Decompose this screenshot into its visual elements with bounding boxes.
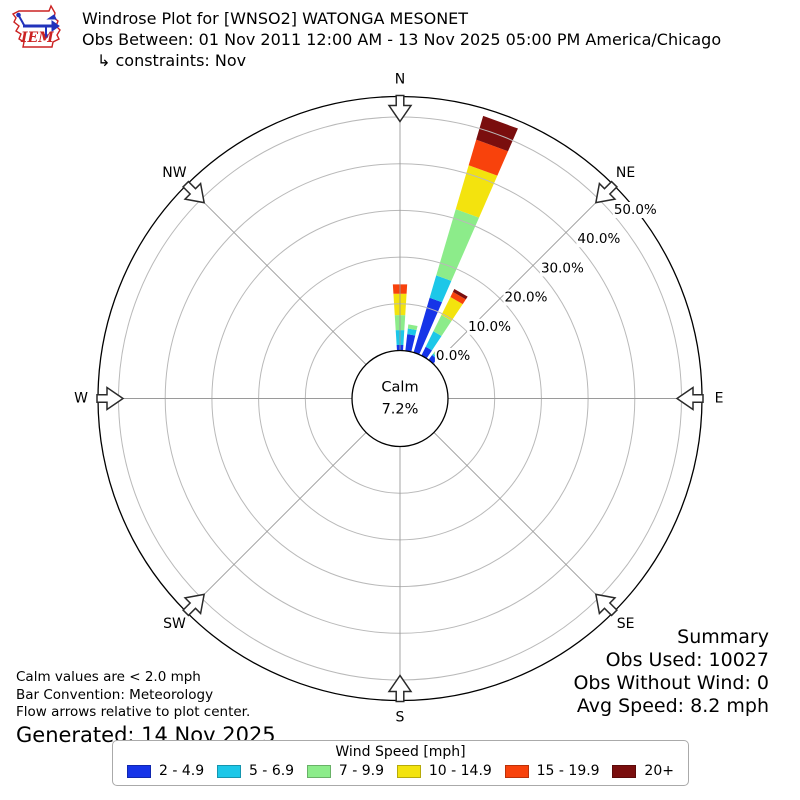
summary-obs-used: Obs Used: 10027 (605, 649, 769, 671)
compass-label: NE (616, 165, 635, 181)
legend-item: 15 - 19.9 (504, 763, 600, 779)
legend-item: 5 - 6.9 (216, 763, 295, 779)
spoke-line (433, 432, 614, 613)
legend-swatch-icon (612, 764, 637, 778)
ring-label: 10.0% (468, 319, 511, 335)
spokes (98, 96, 702, 701)
bar-segment (468, 139, 509, 176)
spoke-line (186, 432, 367, 613)
iem-logo: IEM (11, 4, 61, 48)
legend-label: 15 - 19.9 (536, 763, 600, 779)
legend-item: 20+ (612, 763, 674, 779)
flow-arrow-icon (181, 180, 206, 204)
calm-note: Calm values are < 2.0 mph (16, 669, 201, 685)
legend-label: 10 - 14.9 (428, 763, 492, 779)
ring-label-bg (503, 289, 549, 306)
ring-label: 30.0% (541, 260, 584, 276)
bar-segment (441, 296, 463, 321)
legend-swatch-icon (306, 764, 331, 778)
legend-label: 2 - 4.9 (159, 763, 205, 779)
bar-segment (413, 297, 443, 355)
bar-segment (425, 331, 442, 351)
legend-title: Wind Speed [mph] (335, 744, 466, 760)
flow-arrow-icon (594, 180, 619, 204)
flow-arrow-icon (181, 593, 206, 617)
spoke-line (433, 184, 614, 365)
ring-label-bg (467, 318, 513, 335)
flow-arrow-icon (96, 386, 125, 411)
legend-label: 20+ (644, 763, 674, 779)
ring-labels: 0.0% 10.0% 20.0% 30.0% 40.0% 50.0% (434, 201, 658, 364)
spoke-line (186, 184, 367, 365)
summary-block: Summary Obs Used: 10027 Obs Without Wind… (573, 626, 769, 718)
flow-arrow-icon (387, 674, 413, 703)
ring-label: 0.0% (436, 348, 470, 364)
bar-segment (429, 275, 452, 303)
legend-item: 7 - 9.9 (306, 763, 385, 779)
ring-label: 50.0% (614, 202, 657, 218)
bar-segment (436, 209, 480, 281)
legend-label: 7 - 9.9 (338, 763, 385, 779)
compass-labels: N NE E SE S SW W NW (74, 72, 723, 726)
legend-item: 2 - 4.9 (127, 763, 204, 779)
flow-arrows (96, 94, 704, 703)
bar-segment (405, 334, 416, 352)
summary-avg-speed: Avg Speed: 8.2 mph (576, 695, 769, 717)
iem-logo-text: IEM (20, 30, 54, 46)
compass-label: SE (617, 616, 635, 632)
bar-segment (476, 115, 518, 152)
bar-segment (421, 346, 432, 359)
compass-label: W (74, 391, 88, 407)
ring-label-bg (612, 201, 658, 218)
legend-swatch-icon (127, 764, 151, 778)
ring-label-bg (576, 231, 622, 248)
constraints-line: ↳ constraints: Nov (97, 51, 247, 70)
ring-label-bg (539, 260, 586, 277)
legend-swatch-icon (396, 764, 421, 778)
flow-arrows-note: Flow arrows relative to plot center. (16, 704, 251, 720)
calm-label: Calm (381, 380, 418, 396)
summary-obs-without-wind: Obs Without Wind: 0 (573, 672, 769, 694)
wind-speed-legend: Wind Speed [mph] 2 - 4.9 5 - 6.9 7 - 9.9 10… (112, 740, 689, 786)
ring-label: 40.0% (577, 231, 620, 247)
obs-range-subtitle: Obs Between: 01 Nov 2011 12:00 AM - 13 N… (82, 30, 722, 49)
page-title: Windrose Plot for [WNSO2] WATONGA MESONE… (82, 9, 469, 28)
flow-arrow-icon (675, 386, 704, 411)
compass-label: NW (162, 165, 186, 181)
bar-segment (407, 324, 418, 331)
bar-segment (455, 165, 498, 218)
weather-vane-icon (16, 12, 60, 39)
bar-segment (433, 314, 452, 336)
flow-arrow-icon (594, 593, 619, 617)
compass-label: S (396, 710, 405, 726)
ring-label-bg (434, 347, 472, 364)
legend-items: 2 - 4.9 5 - 6.9 7 - 9.9 10 - 14.9 15 - 19.9 2… (113, 760, 688, 779)
bar-convention-note: Bar Convention: Meteorology (16, 686, 214, 703)
summary-heading: Summary (677, 626, 769, 648)
compass-label: SW (163, 616, 186, 632)
legend-label: 5 - 6.9 (248, 763, 295, 779)
compass-label: N (395, 72, 405, 88)
legend-swatch-icon (504, 764, 529, 778)
header: Windrose Plot for [WNSO2] WATONGA MESONE… (82, 8, 721, 71)
compass-label: E (715, 391, 724, 407)
bar-segment (452, 288, 468, 300)
calm-value: 7.2% (382, 402, 419, 418)
bar-segment (407, 328, 417, 336)
footnotes: Calm values are < 2.0 mph Bar Convention… (16, 669, 276, 748)
ring-label: 20.0% (505, 290, 548, 306)
bar-segment (450, 291, 466, 305)
calm-circle (351, 349, 449, 448)
flow-arrow-icon (387, 94, 413, 123)
legend-swatch-icon (216, 764, 241, 778)
legend-item: 10 - 14.9 (396, 763, 492, 779)
